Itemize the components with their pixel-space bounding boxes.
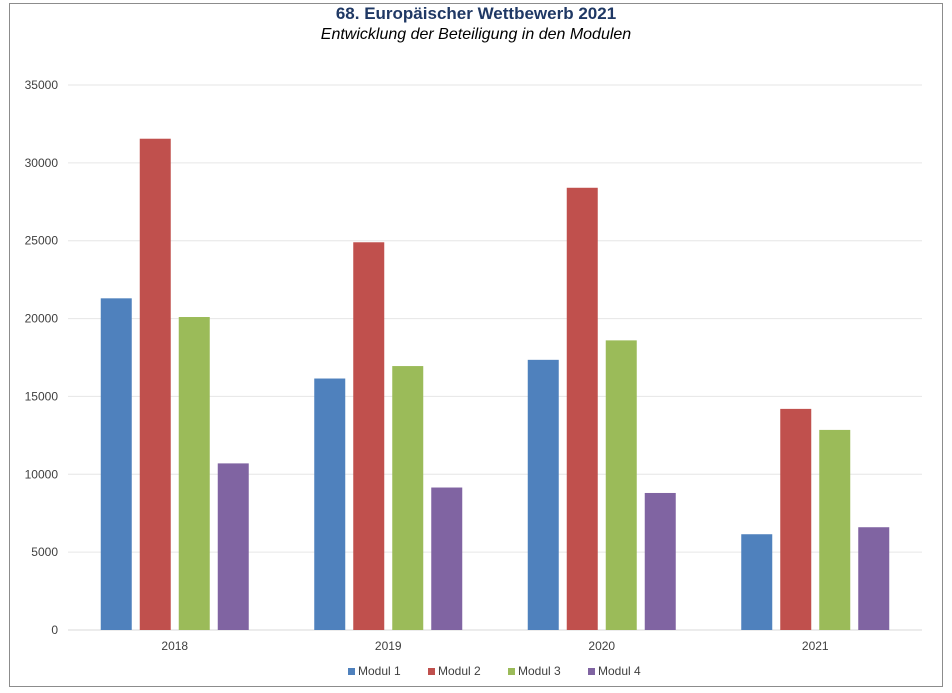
y-tick-label: 10000 <box>25 467 59 481</box>
bar-modul-3-2018 <box>178 317 210 630</box>
y-tick-label: 35000 <box>25 78 59 92</box>
legend-label: Modul 3 <box>518 664 561 678</box>
bar-modul-1-2021 <box>741 534 773 630</box>
legend-label: Modul 2 <box>438 664 481 678</box>
x-tick-label: 2018 <box>161 639 188 653</box>
bar-modul-3-2020 <box>605 340 637 630</box>
legend-swatch <box>428 668 435 675</box>
y-tick-label: 0 <box>51 623 58 637</box>
bar-modul-1-2018 <box>100 298 132 630</box>
bar-modul-4-2021 <box>858 527 890 630</box>
bar-modul-4-2020 <box>644 492 676 630</box>
bar-modul-2-2018 <box>139 138 171 630</box>
bar-modul-4-2018 <box>217 463 249 630</box>
y-tick-label: 5000 <box>31 545 58 559</box>
chart-subtitle: Entwicklung der Beteiligung in den Modul… <box>320 26 632 43</box>
x-tick-label: 2021 <box>802 639 829 653</box>
x-tick-label: 2020 <box>588 639 615 653</box>
bar-modul-2-2021 <box>780 408 812 630</box>
bar-modul-3-2021 <box>819 429 851 630</box>
legend-swatch <box>588 668 595 675</box>
bar-modul-2-2020 <box>566 187 598 630</box>
bar-modul-3-2019 <box>392 366 424 630</box>
legend-label: Modul 1 <box>358 664 401 678</box>
chart-title: 68. Europäischer Wettbewerb 2021 <box>335 4 617 23</box>
legend-swatch <box>348 668 355 675</box>
legend-label: Modul 4 <box>598 664 641 678</box>
bar-modul-2-2019 <box>353 242 385 630</box>
legend-swatch <box>508 668 515 675</box>
x-tick-label: 2019 <box>375 639 402 653</box>
y-tick-label: 25000 <box>25 234 59 248</box>
y-tick-label: 30000 <box>25 156 59 170</box>
y-tick-label: 15000 <box>25 389 59 403</box>
y-tick-label: 20000 <box>25 312 59 326</box>
bar-modul-1-2019 <box>314 378 346 630</box>
bar-modul-4-2019 <box>431 487 463 630</box>
bar-modul-1-2020 <box>527 359 559 630</box>
